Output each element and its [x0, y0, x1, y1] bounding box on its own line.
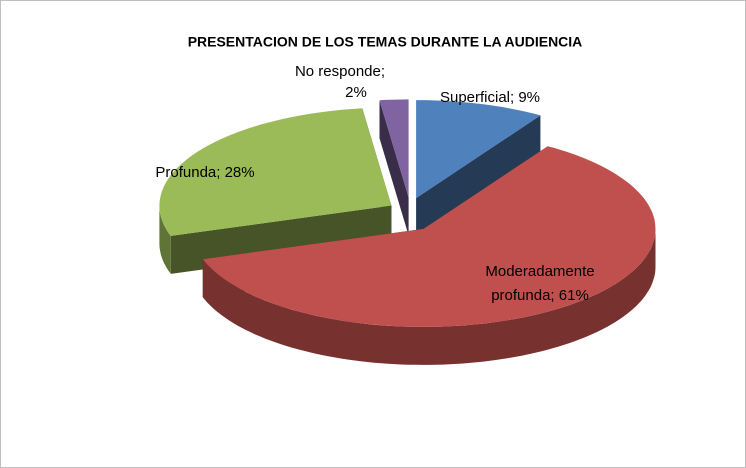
chart-title: PRESENTACION DE LOS TEMAS DURANTE LA AUD… — [188, 34, 583, 50]
data-label: Superficial; 9% — [440, 89, 540, 106]
slice-side — [416, 115, 541, 237]
slice-wall — [202, 228, 656, 365]
data-label: Moderadamente — [485, 263, 594, 280]
data-label: No responde; — [295, 63, 385, 80]
slice-side — [379, 100, 409, 236]
slice — [202, 146, 656, 327]
data-label: profunda; 61% — [491, 287, 589, 304]
data-label: Profunda; 28% — [155, 164, 254, 181]
slice — [416, 100, 541, 199]
slice — [379, 99, 409, 198]
slice — [159, 108, 392, 236]
slice-wall — [159, 205, 171, 274]
data-label: 2% — [345, 84, 367, 101]
